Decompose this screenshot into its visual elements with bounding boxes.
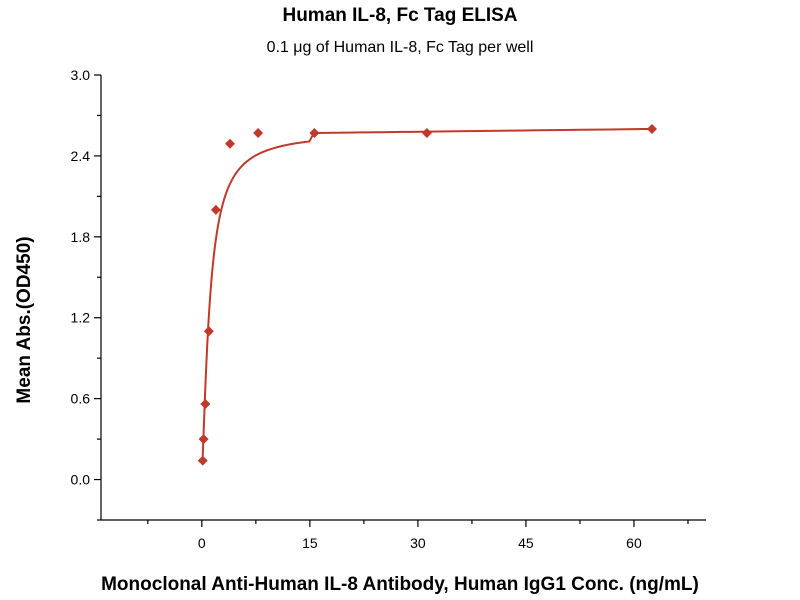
data-point bbox=[200, 399, 211, 410]
y-tick-label: 0.0 bbox=[71, 472, 91, 488]
x-tick-label: 15 bbox=[302, 535, 318, 551]
data-point bbox=[198, 434, 209, 445]
x-axis-ticks: 0 15 30 45 60 bbox=[147, 520, 689, 551]
data-point bbox=[253, 127, 264, 138]
data-point bbox=[646, 123, 657, 134]
chart-title: Human IL-8, Fc Tag ELISA bbox=[282, 5, 517, 26]
data-point bbox=[224, 138, 235, 149]
y-tick-label: 1.2 bbox=[71, 310, 91, 326]
data-points bbox=[197, 123, 657, 466]
x-tick-label: 0 bbox=[198, 535, 206, 551]
x-axis-label: Monoclonal Anti-Human IL-8 Antibody, Hum… bbox=[101, 574, 699, 595]
y-tick-label: 0.6 bbox=[71, 391, 91, 407]
x-tick-label: 45 bbox=[518, 535, 534, 551]
fit-curve bbox=[201, 127, 652, 457]
y-tick-label: 2.4 bbox=[71, 148, 91, 164]
x-tick-label: 30 bbox=[410, 535, 426, 551]
x-tick-label: 60 bbox=[626, 535, 642, 551]
data-point bbox=[421, 127, 432, 138]
data-point bbox=[309, 127, 320, 138]
y-axis-label: Mean Abs.(OD450) bbox=[14, 236, 35, 403]
chart-subtitle: 0.1 μg of Human IL-8, Fc Tag per well bbox=[267, 39, 534, 56]
y-tick-label: 3.0 bbox=[71, 67, 91, 83]
data-point bbox=[203, 326, 214, 337]
y-axis-ticks: 0.0 0.6 1.2 1.8 2.4 3.0 bbox=[71, 67, 101, 521]
y-tick-label: 1.8 bbox=[71, 229, 91, 245]
data-point bbox=[197, 455, 208, 466]
data-point bbox=[210, 204, 221, 215]
